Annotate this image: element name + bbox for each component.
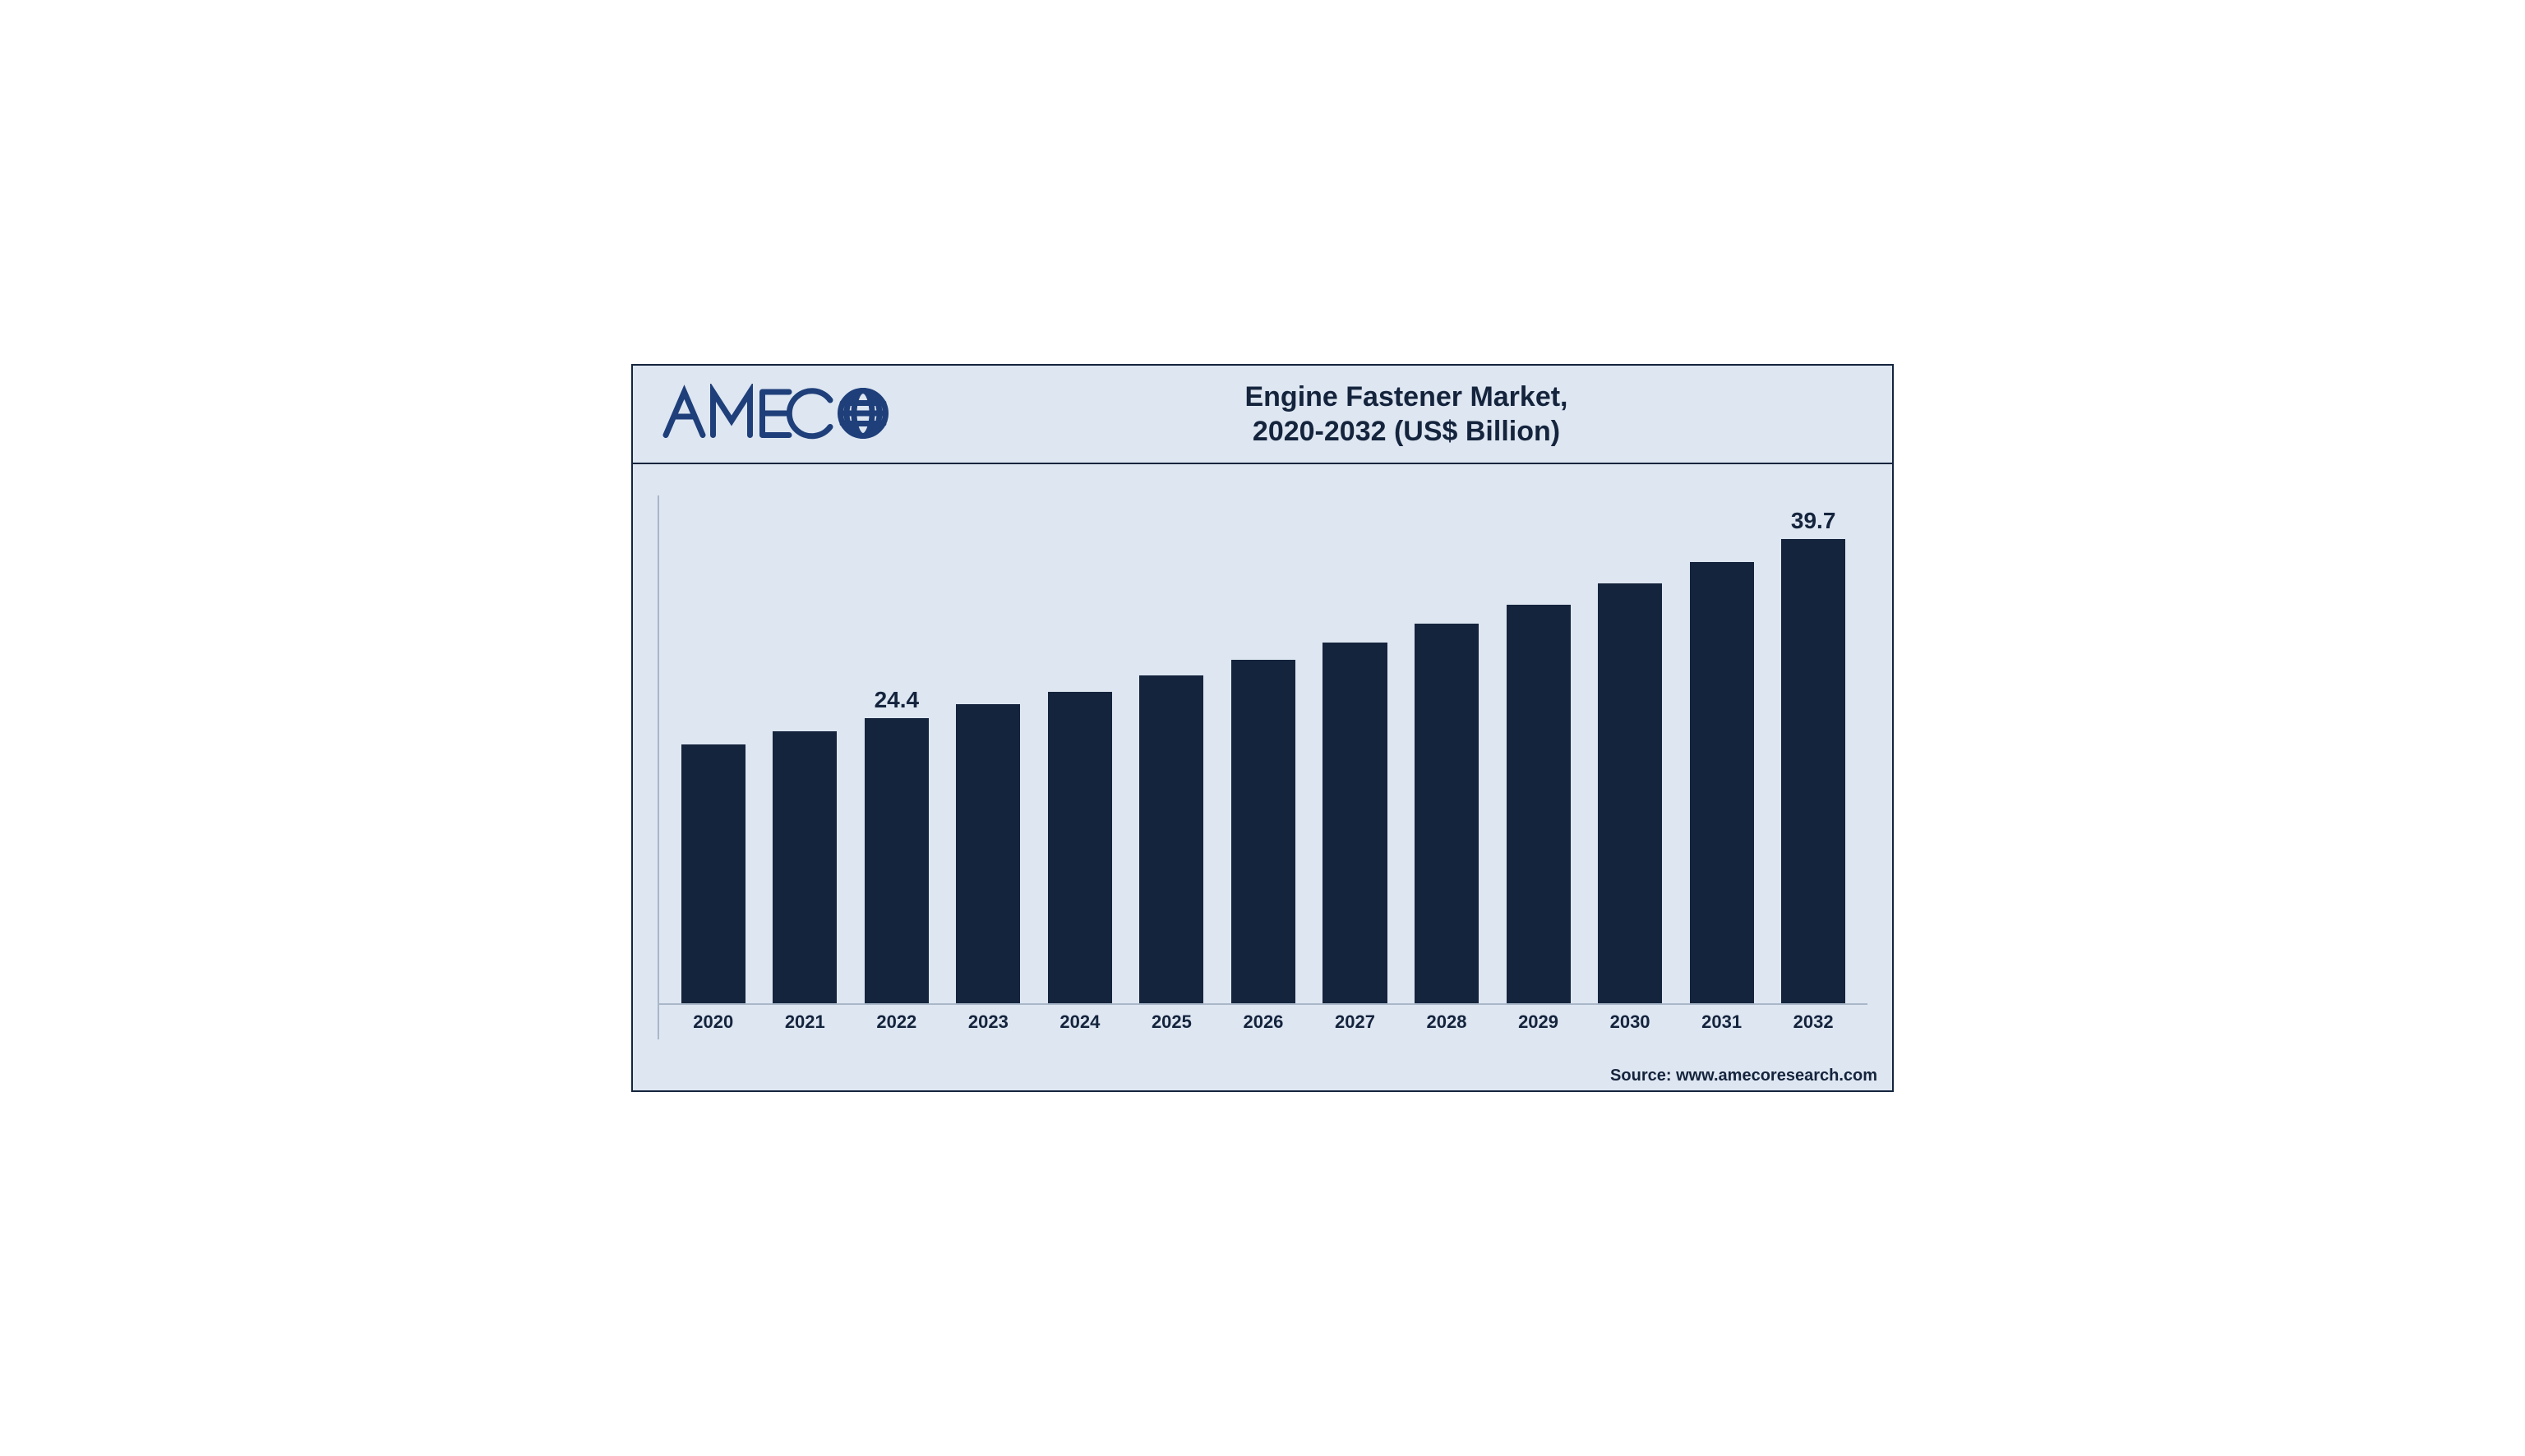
bar — [681, 744, 745, 1005]
bar — [956, 704, 1020, 1005]
x-axis-label: 2021 — [759, 1005, 852, 1039]
bar — [1048, 692, 1112, 1005]
x-axis-label: 2026 — [1217, 1005, 1309, 1039]
bar-slot — [667, 512, 759, 1005]
chart-title-line1: Engine Fastener Market, — [945, 380, 1867, 415]
bar — [1139, 675, 1203, 1005]
bar — [1598, 583, 1662, 1005]
bar-slot — [1034, 512, 1126, 1005]
x-axis-labels: 2020202120222023202420252026202720282029… — [659, 1005, 1867, 1039]
bar — [1690, 562, 1754, 1005]
chart-title-line2: 2020-2032 (US$ Billion) — [945, 414, 1867, 449]
bar-value-label: 39.7 — [1767, 508, 1859, 534]
header: Engine Fastener Market, 2020-2032 (US$ B… — [633, 366, 1892, 464]
x-axis-label: 2024 — [1034, 1005, 1126, 1039]
bar-slot: 39.7 — [1767, 512, 1859, 1005]
bar-slot — [759, 512, 852, 1005]
bar — [1507, 605, 1571, 1005]
x-axis-label: 2028 — [1401, 1005, 1493, 1039]
bar-slot — [1126, 512, 1218, 1005]
chart-card: Engine Fastener Market, 2020-2032 (US$ B… — [631, 364, 1894, 1092]
bar-value-label: 24.4 — [851, 687, 943, 713]
bar — [1415, 624, 1479, 1005]
bars-container: 24.4 39.7 — [659, 512, 1867, 1005]
chart-area: 24.439.7 2020202120222023202420252026202… — [633, 464, 1892, 1090]
x-axis-label: 2027 — [1309, 1005, 1401, 1039]
ameco-logo-svg — [658, 384, 921, 445]
bar — [1781, 539, 1845, 1005]
bar — [773, 731, 837, 1005]
plot: 24.439.7 2020202120222023202420252026202… — [658, 495, 1867, 1039]
x-axis-label: 2023 — [943, 1005, 1035, 1039]
bar — [1231, 660, 1295, 1005]
x-axis-label: 2029 — [1493, 1005, 1585, 1039]
bar-slot: 24.4 — [851, 512, 943, 1005]
logo — [658, 384, 945, 445]
x-axis-label: 2031 — [1676, 1005, 1768, 1039]
x-axis-label: 2022 — [851, 1005, 943, 1039]
bar — [865, 718, 929, 1005]
x-axis-label: 2020 — [667, 1005, 759, 1039]
bar-slot — [1676, 512, 1768, 1005]
bar — [1323, 643, 1387, 1005]
x-axis-label: 2032 — [1767, 1005, 1859, 1039]
bar-slot — [1217, 512, 1309, 1005]
x-axis-label: 2030 — [1584, 1005, 1676, 1039]
chart-title: Engine Fastener Market, 2020-2032 (US$ B… — [945, 380, 1867, 449]
source-label: Source: www.amecoresearch.com — [1610, 1067, 1877, 1085]
x-axis-label: 2025 — [1126, 1005, 1218, 1039]
bar-slot — [1401, 512, 1493, 1005]
bar-slot — [1309, 512, 1401, 1005]
bar-slot — [943, 512, 1035, 1005]
bar-slot — [1584, 512, 1676, 1005]
bar-slot — [1493, 512, 1585, 1005]
